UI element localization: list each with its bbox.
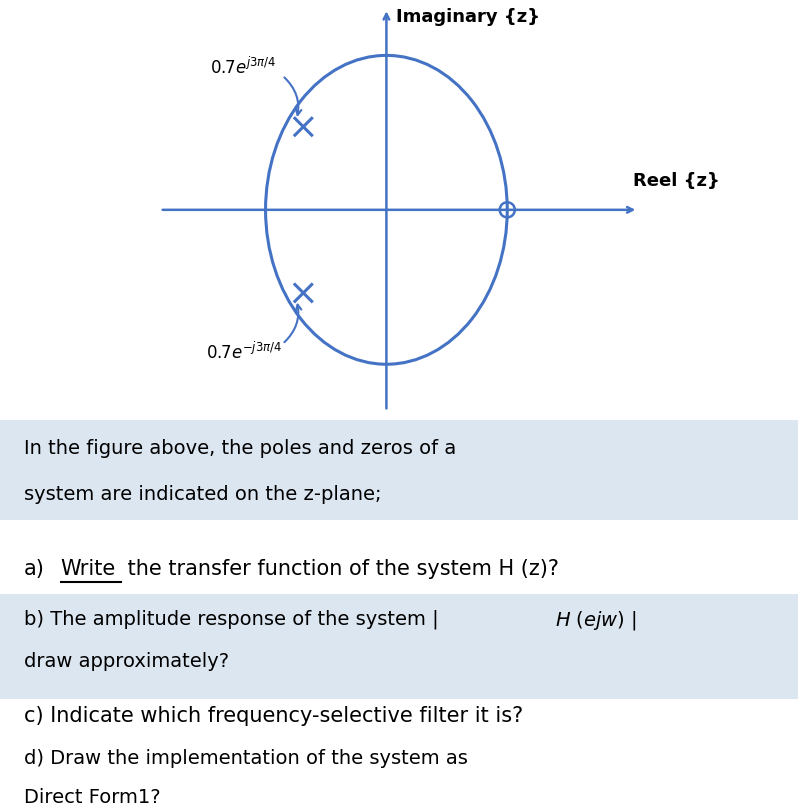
Text: $0.7e^{j3\pi/4}$: $0.7e^{j3\pi/4}$: [211, 56, 277, 77]
Text: Direct Form1?: Direct Form1?: [24, 788, 160, 807]
Text: Write: Write: [61, 559, 116, 579]
Text: Imaginary {z}: Imaginary {z}: [397, 8, 540, 27]
Text: b) The amplitude response of the system |: b) The amplitude response of the system …: [24, 609, 439, 629]
Text: c) Indicate which frequency-selective filter it is?: c) Indicate which frequency-selective fi…: [24, 706, 523, 726]
Text: In the figure above, the poles and zeros of a: In the figure above, the poles and zeros…: [24, 439, 456, 458]
Bar: [0, 420, 798, 521]
Text: $0.7e^{-j3\pi/4}$: $0.7e^{-j3\pi/4}$: [206, 342, 282, 363]
Text: a): a): [24, 559, 45, 579]
Text: d) Draw the implementation of the system as: d) Draw the implementation of the system…: [24, 749, 468, 768]
Bar: [0, 594, 798, 699]
Text: Reel {z}: Reel {z}: [633, 172, 720, 190]
Bar: [0, 699, 798, 807]
Bar: [0, 532, 798, 594]
Text: draw approximately?: draw approximately?: [24, 652, 229, 671]
Text: $\mathbf{\mathit{H}}$ $\mathbf{\mathit{(ejw)}}$ |: $\mathbf{\mathit{H}}$ $\mathbf{\mathit{(…: [555, 609, 636, 633]
Text: system are indicated on the z-plane;: system are indicated on the z-plane;: [24, 486, 381, 504]
Text: the transfer function of the system H (z)?: the transfer function of the system H (z…: [121, 559, 559, 579]
